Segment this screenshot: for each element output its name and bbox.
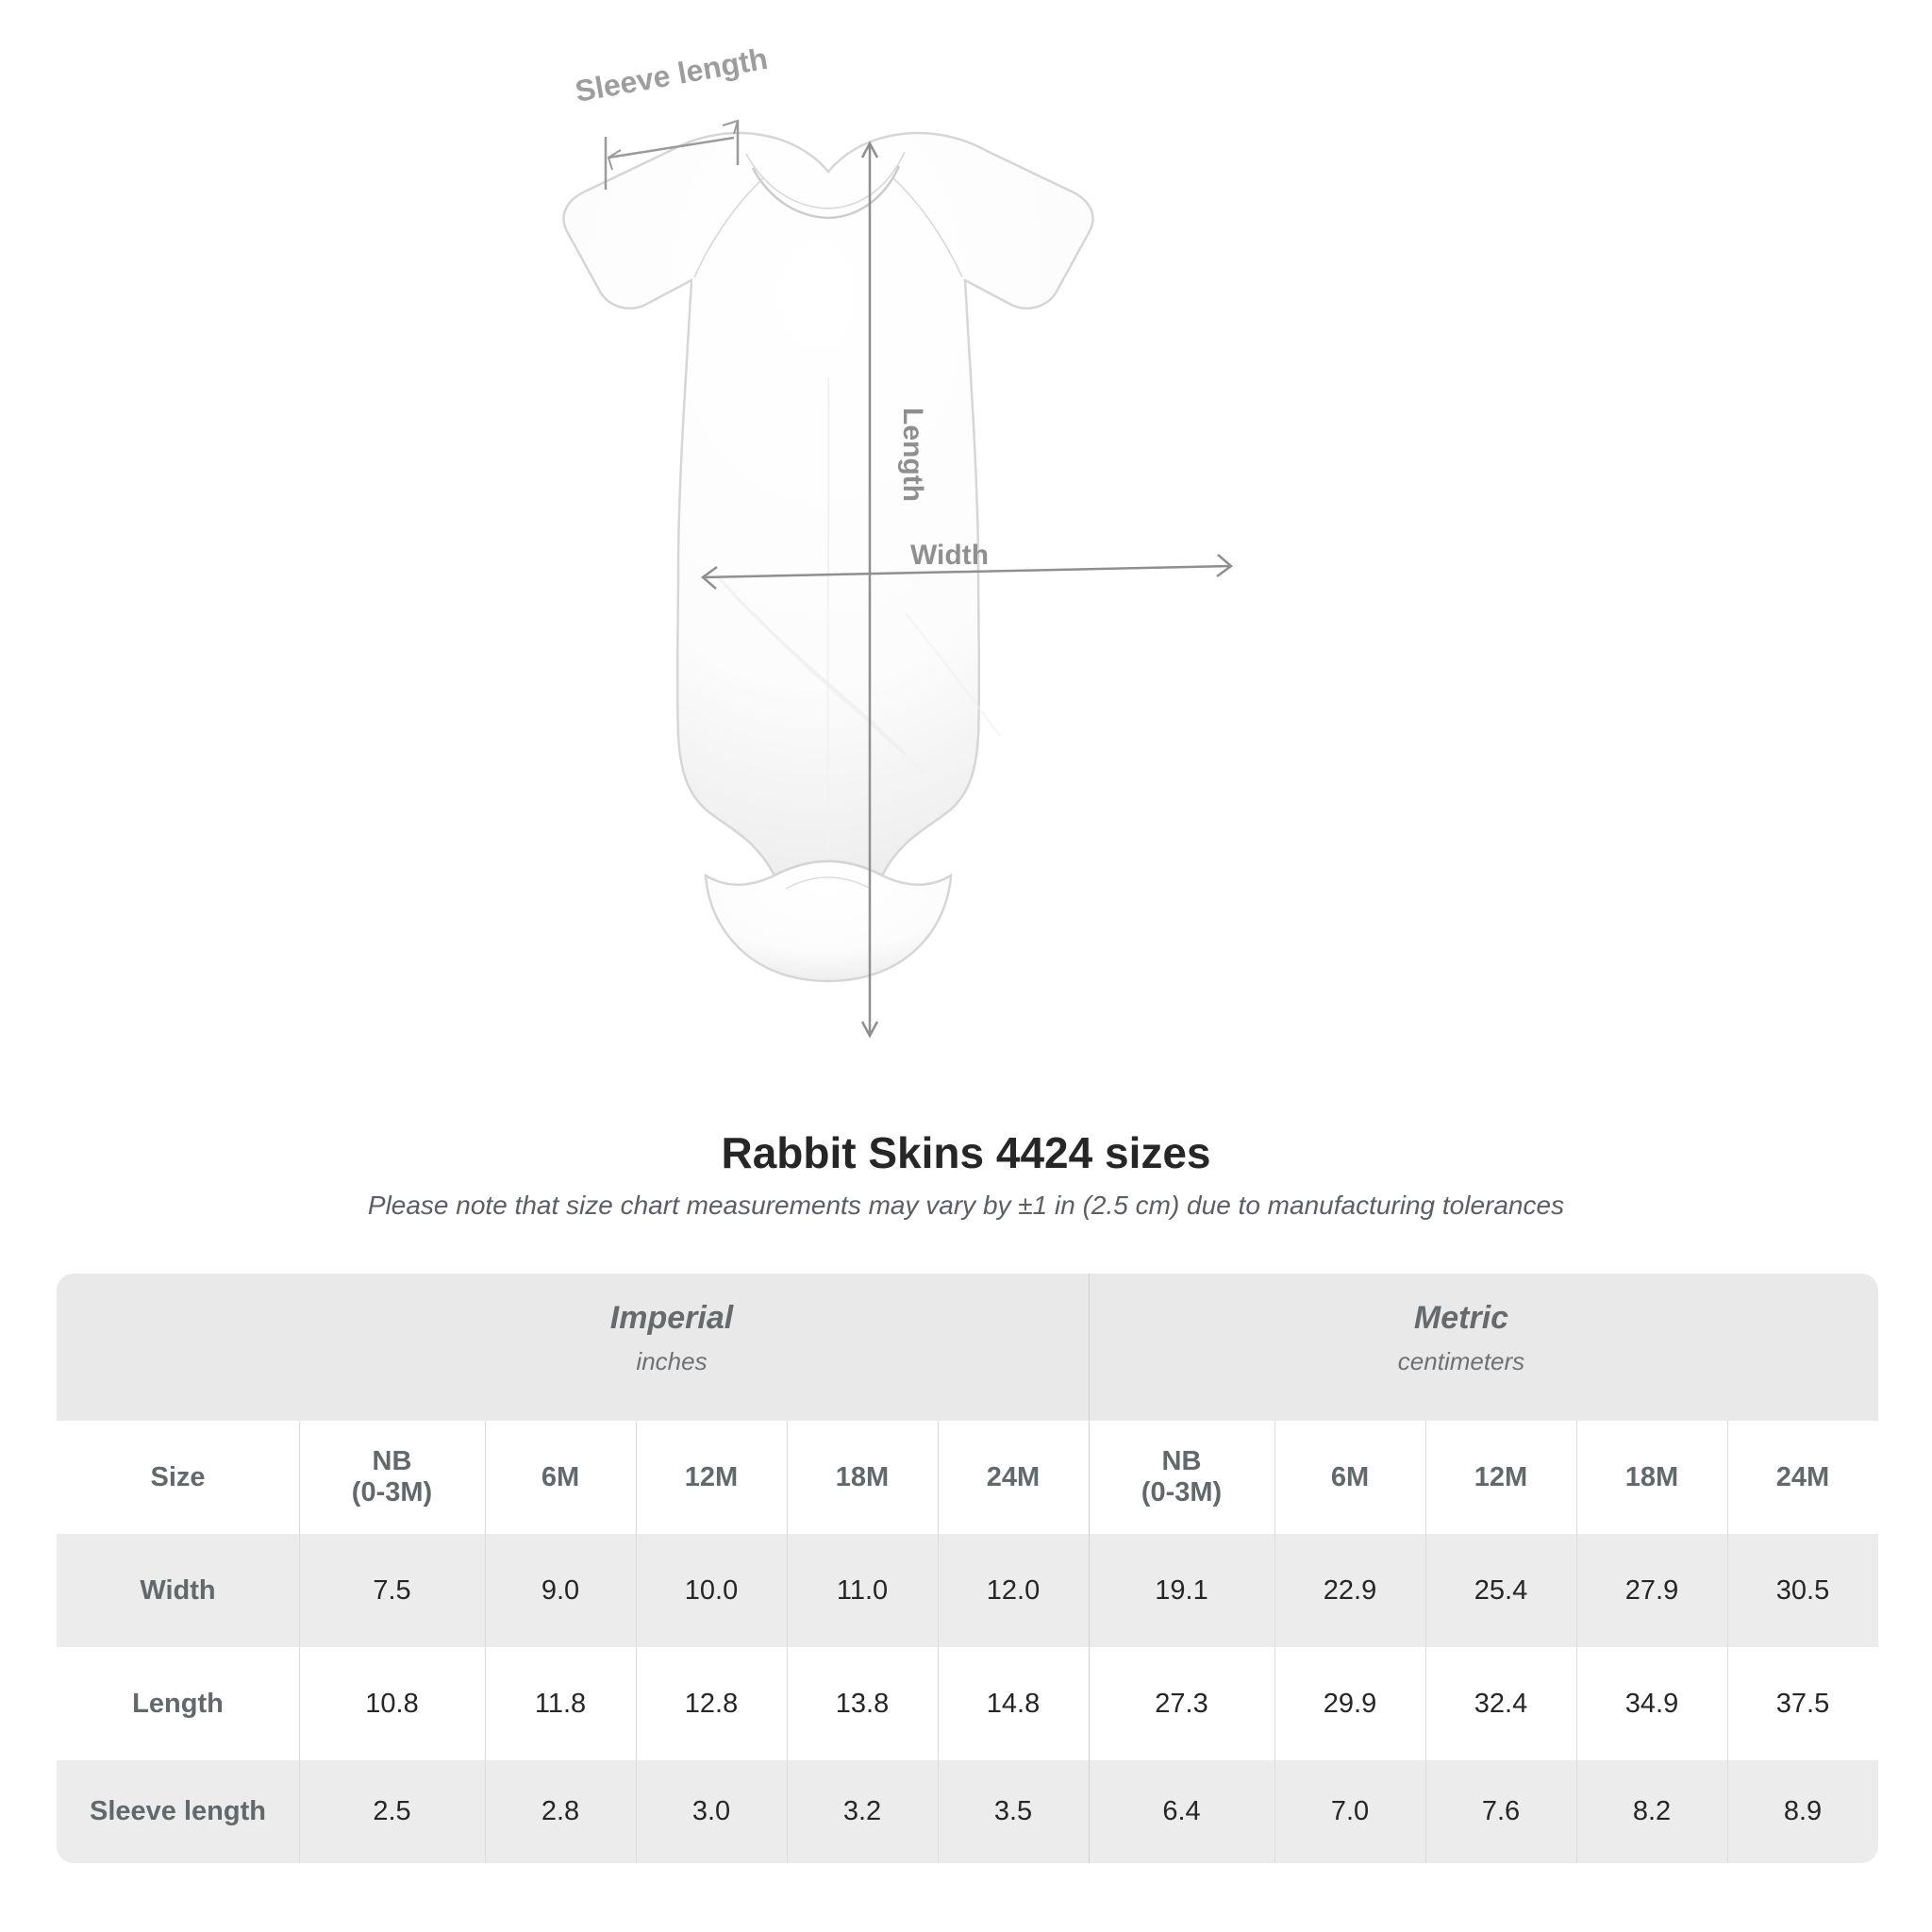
svg-text:Length: Length [897, 408, 928, 502]
svg-text:Width: Width [910, 540, 989, 571]
svg-text:Sleeve length: Sleeve length [573, 42, 770, 108]
